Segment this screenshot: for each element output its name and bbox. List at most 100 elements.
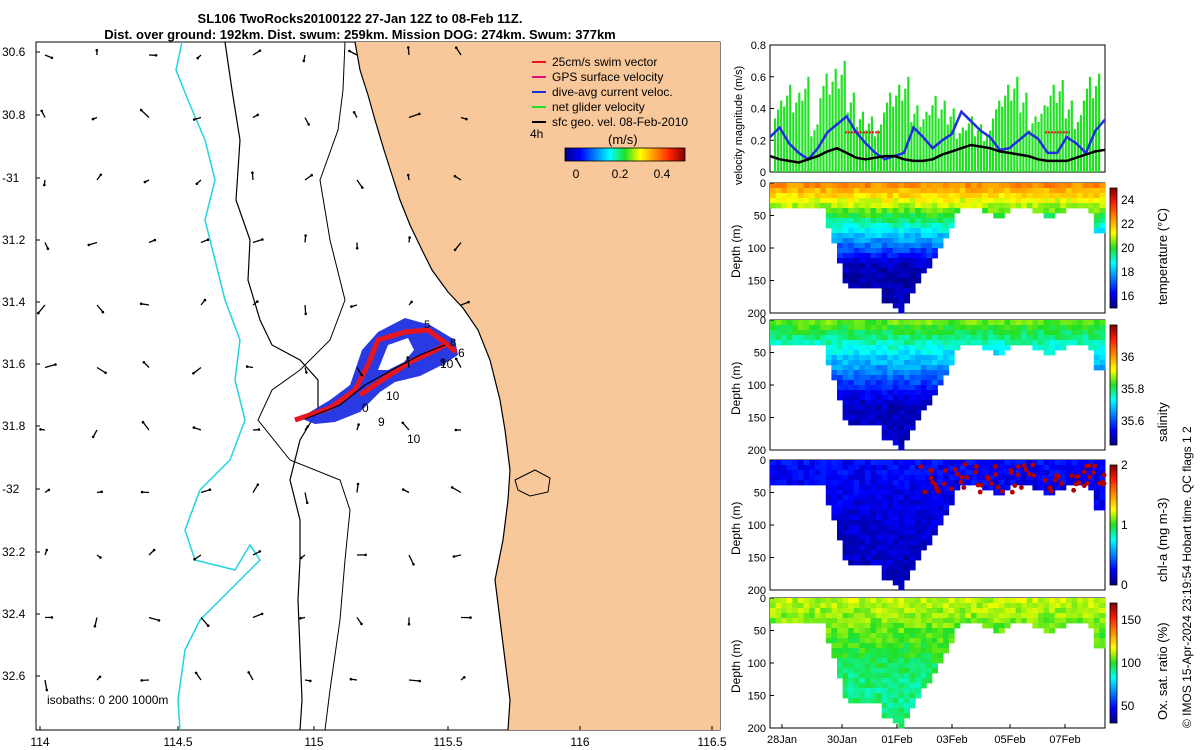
- heatmap-cell: [848, 683, 855, 689]
- heatmap-cell: [876, 405, 883, 411]
- heatmap-cell: [887, 183, 894, 189]
- heatmap-cell: [943, 628, 950, 634]
- heatmap-cell: [898, 440, 905, 446]
- colorbar-title: (m/s): [608, 132, 638, 147]
- heatmap-cell: [892, 475, 899, 481]
- heatmap-cell: [859, 355, 866, 361]
- heatmap-cell: [948, 470, 955, 476]
- heatmap-cell: [1077, 203, 1084, 209]
- heatmap-cell: [814, 598, 821, 604]
- heatmap-cell: [1049, 193, 1056, 199]
- heatmap-cell: [915, 663, 922, 669]
- vel-green-bar: [919, 126, 922, 172]
- heatmap-cell: [931, 495, 938, 501]
- heatmap-cell: [1032, 198, 1039, 204]
- heatmap-cell: [887, 430, 894, 436]
- heatmap-cell: [976, 613, 983, 619]
- heatmap-cell: [920, 228, 927, 234]
- heatmap-cell: [1054, 335, 1061, 341]
- heatmap-cell: [926, 500, 933, 506]
- heatmap-cell: [976, 603, 983, 609]
- heatmap-cell: [1077, 608, 1084, 614]
- heatmap-cell: [998, 335, 1005, 341]
- heatmap-cell: [837, 330, 843, 336]
- heatmap-cell: [920, 515, 927, 521]
- heatmap-cell: [898, 370, 905, 376]
- heatmap-cell: [1065, 480, 1072, 486]
- heatmap-cell: [993, 213, 1000, 219]
- heatmap-cell: [803, 183, 810, 189]
- heatmap-cell: [1004, 335, 1011, 341]
- heatmap-cell: [909, 613, 916, 619]
- heatmap-cell: [853, 405, 860, 411]
- heatmap-cell: [881, 530, 888, 536]
- heatmap-cell: [1071, 198, 1078, 204]
- heatmap-cell: [1043, 485, 1050, 491]
- heatmap-cell: [920, 673, 927, 679]
- heatmap-cell: [948, 350, 955, 356]
- heatmap-cell: [842, 208, 849, 214]
- heatmap-cell: [864, 203, 871, 209]
- heatmap-cell: [931, 385, 938, 391]
- heatmap-cell: [775, 320, 782, 326]
- heatmap-cell: [842, 658, 849, 664]
- chl-sample-dot: [1030, 462, 1036, 468]
- heatmap-cell: [859, 545, 866, 551]
- heatmap-cell: [876, 198, 883, 204]
- heatmap-cell: [859, 228, 866, 234]
- vel-green-bar: [798, 92, 801, 172]
- heatmap-cell: [926, 365, 933, 371]
- heatmap-cell: [892, 618, 899, 624]
- heatmap-cell: [792, 340, 799, 346]
- heatmap-cell: [1010, 618, 1017, 624]
- heatmap-cell: [803, 335, 810, 341]
- vel-green-bar: [1001, 106, 1004, 172]
- heatmap-cell: [937, 608, 944, 614]
- heatmap-cell: [909, 495, 916, 501]
- heatmap-cell: [982, 325, 989, 331]
- heatmap-cell: [920, 395, 927, 401]
- vel-green-bar: [1010, 100, 1013, 172]
- heatmap-cell: [825, 623, 832, 629]
- heatmap-cell: [853, 480, 860, 486]
- heatmap-cell: [876, 385, 883, 391]
- heatmap-cell: [904, 320, 910, 326]
- heatmap-cell: [887, 365, 894, 371]
- heatmap-cell: [864, 608, 871, 614]
- heatmap-cell: [943, 510, 950, 516]
- heatmap-cell: [859, 223, 866, 229]
- heatmap-cell: [909, 213, 916, 219]
- velocity-arrow: [96, 366, 106, 374]
- vel-green-bar: [895, 95, 898, 172]
- vel-green-bar: [989, 130, 992, 172]
- heatmap-cell: [909, 350, 916, 356]
- heatmap-cell: [1099, 228, 1106, 234]
- heatmap-cell: [915, 238, 922, 244]
- heatmap-cell: [904, 653, 910, 659]
- heatmap-cell: [864, 603, 871, 609]
- heatmap-cell: [825, 218, 832, 224]
- heatmap-cell: [837, 658, 843, 664]
- heatmap-cell: [998, 188, 1005, 194]
- heatmap-cell: [971, 188, 977, 194]
- heatmap-cell: [837, 243, 843, 249]
- colorbar-label: Ox. sat. ratio (%): [1155, 622, 1170, 720]
- heatmap-cell: [870, 470, 877, 476]
- heatmap-cell: [1010, 598, 1017, 604]
- heatmap-cell: [898, 688, 905, 694]
- heatmap-cell: [898, 643, 905, 649]
- heatmap-cell: [1082, 603, 1089, 609]
- heatmap-cell: [965, 608, 972, 614]
- map-ticks: 114 114.5 115 115.5 116 116.530.630.8-3131.23…: [2, 45, 727, 749]
- vel-green-bar: [1046, 106, 1049, 172]
- heatmap-cell: [931, 530, 938, 536]
- heatmap-cell: [887, 228, 894, 234]
- vel-green-bar: [886, 102, 889, 172]
- heatmap-cell: [937, 500, 944, 506]
- heatmap-cell: [943, 330, 950, 336]
- heatmap-cell: [1088, 188, 1095, 194]
- heatmap-cell: [887, 500, 894, 506]
- heatmap-cell: [904, 470, 910, 476]
- heatmap-cell: [1010, 325, 1017, 331]
- heatmap-cell: [987, 470, 994, 476]
